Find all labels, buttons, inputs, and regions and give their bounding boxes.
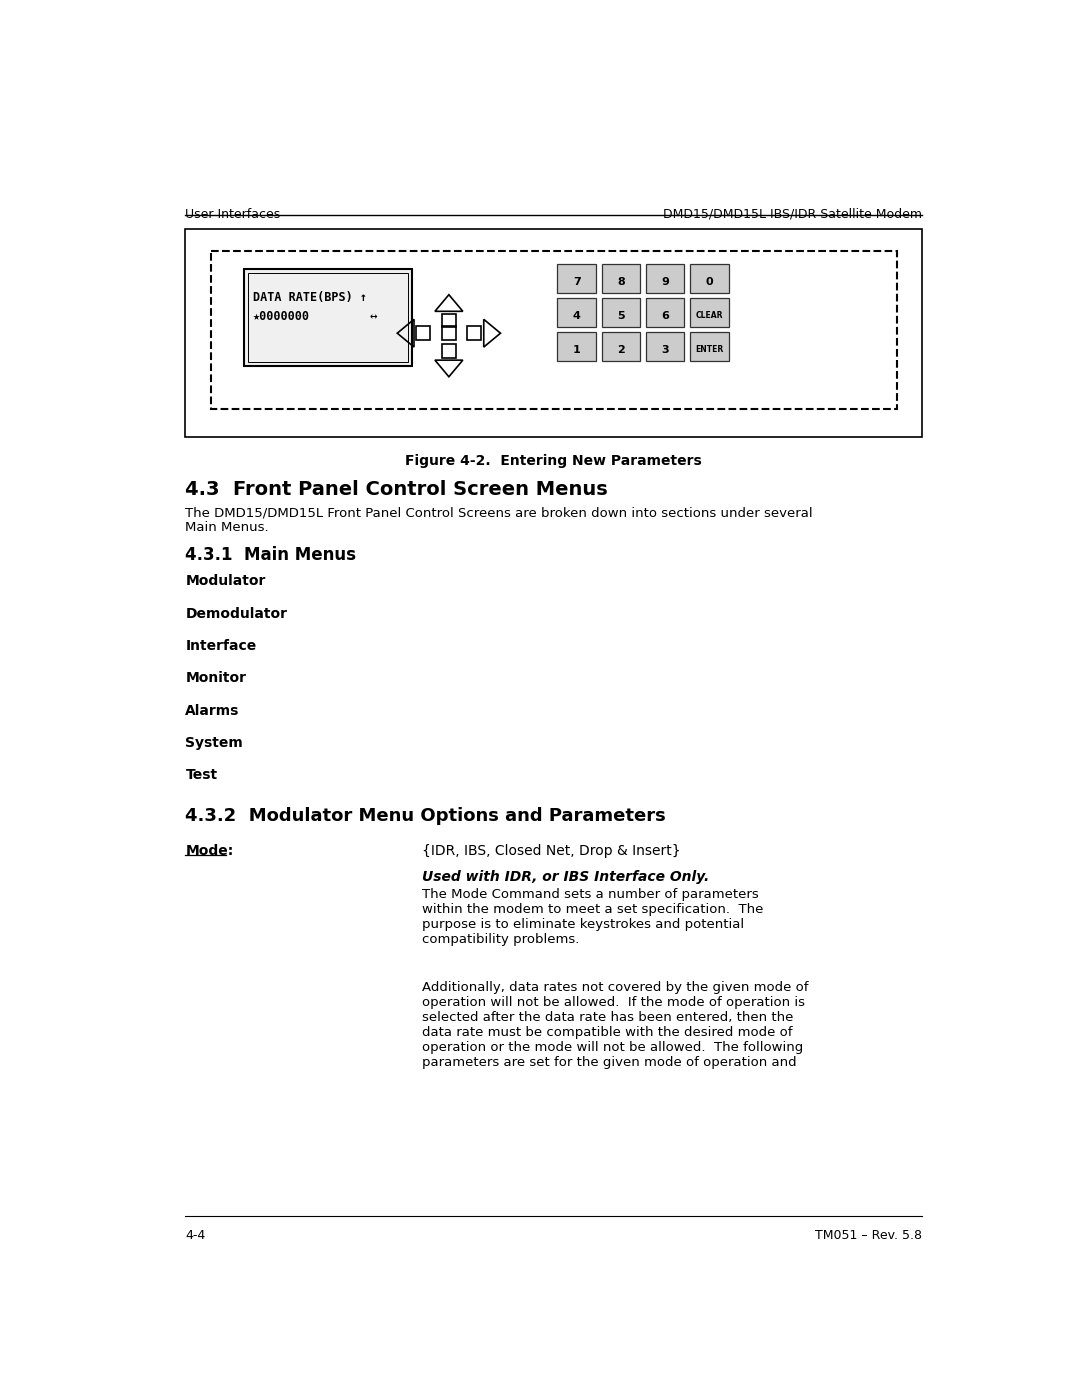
Text: 9: 9	[661, 277, 669, 286]
Text: Monitor: Monitor	[186, 671, 246, 685]
Text: 4-4: 4-4	[186, 1229, 205, 1242]
Polygon shape	[557, 331, 596, 360]
Text: Modulator: Modulator	[186, 574, 266, 588]
Text: Interface: Interface	[186, 638, 257, 652]
Text: 6: 6	[661, 312, 669, 321]
Text: TM051 – Rev. 5.8: TM051 – Rev. 5.8	[814, 1229, 921, 1242]
Polygon shape	[646, 264, 685, 293]
Text: 4: 4	[572, 312, 581, 321]
Polygon shape	[690, 298, 729, 327]
Text: User Interfaces: User Interfaces	[186, 208, 281, 221]
Polygon shape	[557, 264, 596, 293]
Text: The Mode Command sets a number of parameters
within the modem to meet a set spec: The Mode Command sets a number of parame…	[422, 888, 764, 946]
Polygon shape	[243, 270, 413, 366]
Polygon shape	[646, 298, 685, 327]
Text: Figure 4-2.  Entering New Parameters: Figure 4-2. Entering New Parameters	[405, 454, 702, 468]
Text: CLEAR: CLEAR	[696, 312, 723, 320]
Text: 0: 0	[705, 277, 713, 286]
Text: Additionally, data rates not covered by the given mode of
operation will not be : Additionally, data rates not covered by …	[422, 981, 808, 1069]
Text: 4.3  Front Panel Control Screen Menus: 4.3 Front Panel Control Screen Menus	[186, 481, 608, 499]
Text: ★0000000: ★0000000	[253, 310, 310, 323]
Polygon shape	[557, 298, 596, 327]
Text: 3: 3	[661, 345, 669, 355]
Text: DMD15/DMD15L IBS/IDR Satellite Modem: DMD15/DMD15L IBS/IDR Satellite Modem	[663, 208, 921, 221]
Text: DATA RATE(BPS) ↑: DATA RATE(BPS) ↑	[253, 291, 367, 303]
Text: 7: 7	[572, 277, 581, 286]
Text: ENTER: ENTER	[696, 345, 724, 353]
Text: {IDR, IBS, Closed Net, Drop & Insert}: {IDR, IBS, Closed Net, Drop & Insert}	[422, 844, 680, 858]
Text: Demodulator: Demodulator	[186, 606, 287, 620]
Text: Alarms: Alarms	[186, 704, 240, 718]
Text: 1: 1	[572, 345, 581, 355]
Text: 4.3.1  Main Menus: 4.3.1 Main Menus	[186, 546, 356, 564]
Polygon shape	[690, 264, 729, 293]
Text: 5: 5	[617, 312, 624, 321]
Text: 4.3.2  Modulator Menu Options and Parameters: 4.3.2 Modulator Menu Options and Paramet…	[186, 806, 666, 824]
Polygon shape	[602, 264, 640, 293]
Text: ↔: ↔	[369, 310, 377, 323]
Text: 8: 8	[617, 277, 625, 286]
Text: Mode:: Mode:	[186, 844, 233, 858]
Polygon shape	[602, 298, 640, 327]
Text: 2: 2	[617, 345, 625, 355]
Text: Used with IDR, or IBS Interface Only.: Used with IDR, or IBS Interface Only.	[422, 870, 708, 884]
Polygon shape	[602, 331, 640, 360]
Polygon shape	[690, 331, 729, 360]
Text: Test: Test	[186, 768, 217, 782]
Text: The DMD15/DMD15L Front Panel Control Screens are broken down into sections under: The DMD15/DMD15L Front Panel Control Scr…	[186, 507, 813, 535]
Polygon shape	[646, 331, 685, 360]
Text: System: System	[186, 736, 243, 750]
